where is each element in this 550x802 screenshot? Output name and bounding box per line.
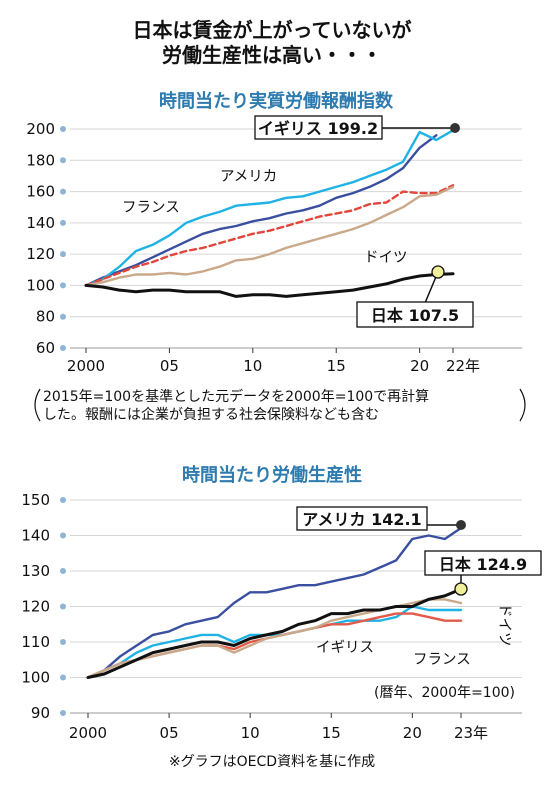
chart2-series-line — [86, 605, 463, 679]
chart1-series-line — [84, 272, 455, 298]
chart2-ytick-dot — [60, 532, 66, 539]
chart1-ytick-dot — [60, 219, 66, 226]
chart1-callout-uk-box — [254, 115, 383, 140]
chart1-ytick-dot — [60, 188, 66, 195]
chart2-series-line — [86, 526, 463, 679]
chart1-xtick-label: 10 — [243, 357, 262, 375]
chart2-label-uk: イギリス — [316, 639, 374, 656]
chart1-ytick-label: 200 — [26, 120, 55, 138]
chart2-label-france: フランス — [413, 652, 471, 668]
chart1-title: 時間当たり実質労働報酬指数 — [159, 90, 394, 112]
chart2-xtick-label: 20 — [403, 724, 422, 742]
chart1-xtick-label: 05 — [160, 357, 179, 375]
headline-line2: 労働生産性は高い・・・ — [162, 43, 382, 67]
chart2-ytick-label: 90 — [31, 704, 50, 722]
chart2: 時間当たり労働生産性 90 100 110 120 130 140 150 2000 05 10… — [21, 464, 542, 770]
chart2-callout-japan-dot — [454, 582, 468, 596]
chart1-ytick-dot — [60, 251, 66, 258]
chart1-xtick-label: 22年 — [446, 357, 480, 375]
chart2-callout-japan-box — [424, 550, 542, 576]
chart2-callout-us-box — [296, 506, 428, 531]
chart2-ytick-dot — [60, 674, 66, 681]
chart1-ytick-dot — [60, 345, 66, 351]
chart2-series-line — [86, 612, 463, 679]
chart1-xtick-label: 15 — [327, 357, 346, 375]
chart1-xtick-label: 20 — [410, 357, 429, 375]
chart2-ytick-dot — [60, 639, 66, 645]
chart1-label-france: フランス — [122, 200, 180, 216]
chart1-label-america: アメリカ — [220, 169, 277, 185]
chart1-note-paren-right — [519, 388, 526, 422]
chart1-ytick-label: 100 — [26, 276, 55, 294]
chart2-ytick-dot — [60, 497, 66, 503]
chart2-source: ※グラフはOECD資料を基に作成 — [169, 753, 375, 770]
chart1-xtick-label: 2000 — [67, 357, 105, 375]
chart2-callout-us: アメリカ 142.1 — [302, 510, 421, 529]
chart1-label-germany: ドイツ — [364, 250, 408, 266]
chart1-ytick-label: 60 — [36, 339, 55, 357]
chart1-ytick-label: 120 — [26, 245, 55, 263]
chart2-ytick-label: 150 — [21, 491, 50, 509]
chart1-ytick-dot — [60, 282, 66, 289]
headline-line1: 日本は賃金が上がっていないが — [133, 18, 412, 42]
chart1-series-line — [84, 184, 455, 287]
chart1-callout-japan-box — [356, 301, 474, 328]
chart2-ytick-dot — [60, 603, 66, 610]
chart2-xtick-label: 23年 — [454, 724, 488, 742]
chart2-xtick-label: 05 — [160, 724, 179, 742]
chart1-note-line2: した。報酬には企業が負担する社会保険料なども含む — [43, 406, 379, 423]
chart1-callout-uk-dot — [450, 123, 460, 133]
chart2-callout-us-dot — [456, 520, 466, 530]
chart2-ytick-label: 100 — [21, 669, 50, 687]
chart2-ytick-label: 140 — [21, 527, 50, 545]
chart2-callout-japan: 日本 124.9 — [439, 555, 527, 574]
chart1-ytick-label: 80 — [36, 308, 55, 326]
chart1-note-line1: 2015年=100を基準とした元データを2000年=100で再計算 — [43, 388, 429, 405]
chart2-ytick-label: 130 — [21, 562, 50, 580]
chart1-note-paren-left — [34, 388, 41, 422]
chart1-ytick-label: 160 — [26, 183, 55, 201]
chart2-title: 時間当たり労働生産性 — [182, 464, 362, 486]
chart1-callout-japan: 日本 107.5 — [371, 306, 459, 325]
chart1-series-line — [84, 134, 438, 287]
chart2-ytick-label: 110 — [21, 633, 50, 651]
chart2-series-line — [86, 587, 463, 679]
chart1-ytick-dot — [60, 313, 66, 320]
chart1-ytick-label: 140 — [26, 214, 55, 232]
chart1-ytick-dot — [60, 126, 66, 132]
chart1-series-line — [84, 185, 455, 287]
chart2-xtick-label: 15 — [322, 724, 341, 742]
chart2-note: (暦年、2000年=100) — [374, 685, 515, 701]
chart2-ytick-label: 120 — [21, 598, 50, 616]
chart2-label-germany: ドイツ — [496, 603, 512, 647]
chart1-callout-uk: イギリス 199.2 — [258, 119, 378, 138]
chart1-ytick-label: 180 — [26, 151, 55, 169]
chart2-xtick-label: 2000 — [69, 724, 107, 742]
chart1-ytick-dot — [60, 157, 66, 164]
chart1-callout-japan-dot — [431, 265, 445, 279]
chart1-series-line — [84, 129, 455, 287]
chart2-xtick-label: 10 — [241, 724, 260, 742]
chart2-ytick-dot — [60, 568, 66, 574]
chart2-ytick-dot — [60, 710, 66, 716]
